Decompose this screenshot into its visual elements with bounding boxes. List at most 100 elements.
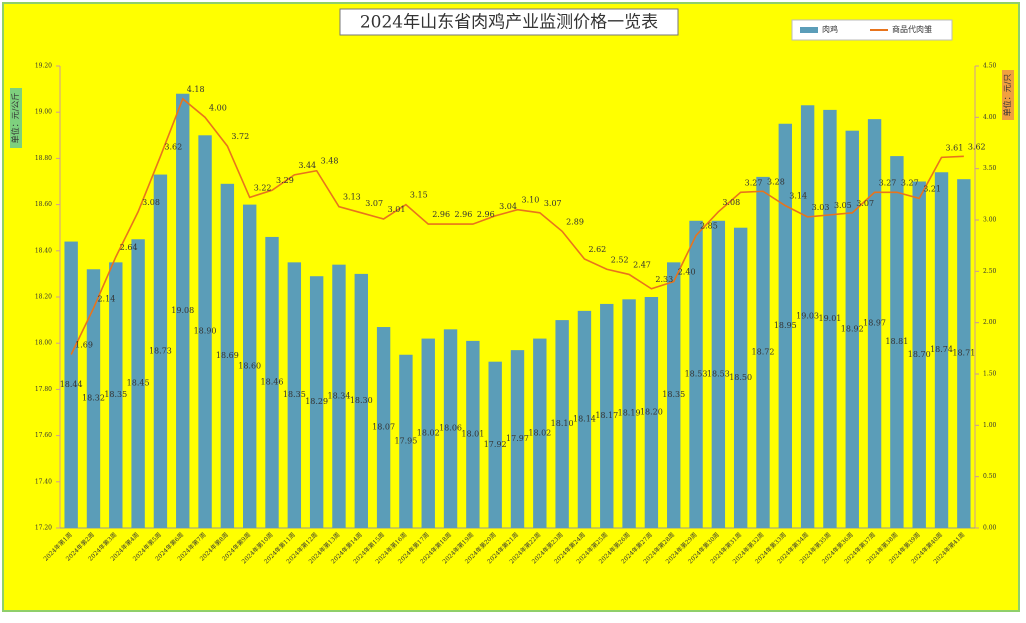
bar <box>109 262 123 528</box>
bar <box>533 338 547 528</box>
bar-value-label: 19.03 <box>796 312 819 321</box>
bar <box>689 220 703 528</box>
line-value-label: 3.13 <box>343 193 361 202</box>
bar-value-label: 18.97 <box>863 319 886 328</box>
bar-value-label: 18.90 <box>194 327 217 336</box>
bar-value-label: 18.34 <box>328 391 351 400</box>
bar <box>309 276 324 528</box>
bar-value-label: 18.10 <box>551 419 574 428</box>
bar <box>756 176 770 528</box>
y2-tick-label: 3.00 <box>983 217 997 224</box>
bar <box>466 340 480 528</box>
line-value-label: 2.62 <box>588 245 606 254</box>
bar <box>845 130 859 528</box>
bar-value-label: 18.45 <box>127 379 150 388</box>
y2-tick-label: 0.50 <box>983 473 997 480</box>
y-tick-label: 18.20 <box>35 294 52 301</box>
bar-value-label: 18.20 <box>640 408 663 417</box>
bar-value-label: 19.01 <box>818 314 841 323</box>
line-value-label: 3.07 <box>856 199 874 208</box>
y2-tick-label: 3.50 <box>983 165 997 172</box>
line-value-label: 3.15 <box>410 191 428 200</box>
y2-axis-label: 单位：元/只 <box>1002 74 1012 117</box>
bar-value-label: 18.50 <box>729 373 752 382</box>
bar-value-label: 17.92 <box>484 440 507 449</box>
bar <box>577 310 592 528</box>
bar-value-label: 18.02 <box>417 428 440 437</box>
line-value-label: 2.47 <box>633 260 651 269</box>
line-value-label: 1.69 <box>75 340 93 349</box>
bar-value-label: 18.69 <box>216 351 239 360</box>
line-value-label: 3.01 <box>388 205 406 214</box>
y2-tick-label: 1.00 <box>983 422 997 429</box>
bar-value-label: 18.02 <box>528 428 551 437</box>
bar-value-label: 18.17 <box>595 411 618 420</box>
bar-value-label: 18.71 <box>952 349 975 358</box>
line-value-label: 3.03 <box>812 203 830 212</box>
bar <box>265 236 279 528</box>
bar-value-label: 18.72 <box>752 347 775 356</box>
bar-value-label: 18.32 <box>82 394 105 403</box>
bar <box>64 241 78 528</box>
bar <box>510 350 525 528</box>
bar <box>243 204 257 528</box>
bar <box>934 172 949 528</box>
bar-value-label: 18.01 <box>461 429 484 438</box>
bar <box>131 239 145 528</box>
bar <box>711 220 726 528</box>
bar-value-label: 18.30 <box>350 396 373 405</box>
bar-value-label: 18.73 <box>149 346 172 355</box>
y2-label-box <box>1002 70 1014 120</box>
y-tick-label: 19.20 <box>35 63 52 70</box>
line-value-label: 4.18 <box>187 85 205 94</box>
bar <box>443 329 458 528</box>
bar <box>376 327 391 528</box>
bar-value-label: 18.95 <box>774 321 797 330</box>
bar <box>153 174 168 528</box>
legend-label: 肉鸡 <box>822 24 838 34</box>
bar-value-label: 18.07 <box>372 423 395 432</box>
bar-value-label: 18.53 <box>707 369 730 378</box>
bar-value-label: 18.35 <box>662 390 685 399</box>
line-value-label: 3.62 <box>164 142 182 151</box>
chart-title: 2024年山东省肉鸡产业监测价格一览表 <box>360 13 658 33</box>
y-tick-label: 18.60 <box>35 201 52 208</box>
line-value-label: 3.44 <box>298 161 316 170</box>
line-value-label: 3.28 <box>767 177 785 186</box>
line-value-label: 3.62 <box>968 142 986 151</box>
y-tick-label: 17.40 <box>35 478 52 485</box>
line-value-label: 2.33 <box>655 275 673 284</box>
bar-value-label: 18.44 <box>60 380 83 389</box>
legend-label: 商品代肉雏 <box>892 24 932 34</box>
bar <box>198 135 212 529</box>
y2-tick-label: 2.50 <box>983 268 997 275</box>
y2-tick-label: 0.00 <box>983 525 997 532</box>
y-tick-label: 18.40 <box>35 247 52 254</box>
bar <box>354 273 368 528</box>
title-box <box>339 8 679 36</box>
bar <box>399 354 413 528</box>
bar-value-label: 18.92 <box>841 324 864 333</box>
y2-tick-label: 4.00 <box>983 114 997 121</box>
line-value-label: 3.72 <box>231 132 249 141</box>
bar-value-label: 18.46 <box>261 377 284 386</box>
line-value-label: 2.89 <box>566 217 584 226</box>
bar-value-label: 19.08 <box>171 306 194 315</box>
bar <box>957 179 971 528</box>
line-value-label: 3.22 <box>254 183 272 192</box>
y2-tick-label: 2.00 <box>983 319 997 326</box>
bar <box>220 183 235 528</box>
bar <box>86 269 101 528</box>
bar <box>176 93 190 528</box>
line-value-label: 3.07 <box>544 199 562 208</box>
line-value-label: 4.00 <box>209 103 227 112</box>
bar-value-label: 18.74 <box>930 345 953 354</box>
line-value-label: 3.27 <box>901 178 919 187</box>
line-value-label: 3.07 <box>365 199 383 208</box>
line-value-label: 2.96 <box>455 210 473 219</box>
bar <box>800 105 815 529</box>
line-value-label: 3.27 <box>879 178 897 187</box>
bar <box>488 361 502 528</box>
bar-value-label: 17.95 <box>394 436 417 445</box>
